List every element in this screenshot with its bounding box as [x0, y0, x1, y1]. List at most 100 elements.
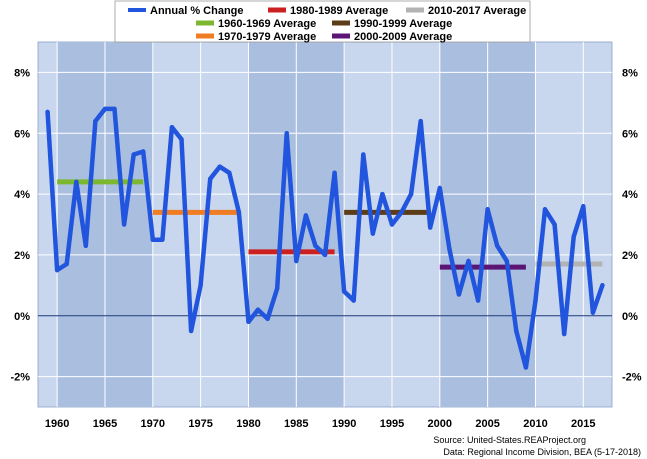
data-point-1987	[313, 243, 318, 248]
data-point-2016	[590, 310, 596, 315]
data-point-2009	[523, 365, 529, 370]
data-point-1982	[265, 316, 270, 321]
data-point-1998	[418, 118, 423, 124]
y-tick-label-right: 8%	[622, 67, 638, 79]
x-tick-label: 1990	[332, 418, 356, 430]
data-point-2005	[485, 207, 490, 212]
x-tick-label: 1995	[380, 418, 404, 430]
data-point-2015	[581, 204, 586, 209]
data-point-1965	[102, 106, 108, 112]
data-point-2010	[533, 298, 538, 303]
data-point-2008	[514, 328, 519, 334]
legend-label-1960-1969-average: 1960-1969 Average	[218, 18, 316, 30]
data-point-1973	[179, 137, 184, 142]
x-tick-label: 2000	[428, 418, 452, 430]
data-point-1989	[332, 170, 337, 175]
y-tick-label-left: 8%	[14, 67, 30, 79]
x-tick-label: 1970	[141, 418, 165, 430]
data-point-1997	[408, 191, 414, 197]
y-tick-label-right: 2%	[622, 250, 638, 262]
x-axis-labels: 1960 1965 1970 1975 1980 1985 1990 1995 2000 2005…	[45, 418, 596, 430]
y-tick-label-left: 2%	[14, 250, 30, 262]
legend-label-annual-change: Annual % Change	[150, 5, 244, 17]
data-point-2012	[552, 222, 557, 227]
y-axis-right-labels: -2% 0% 2% 4% 6% 8%	[622, 67, 642, 383]
data-point-2011	[542, 207, 548, 212]
data-point-1993	[370, 231, 376, 236]
source-line-2: Data: Regional Income Division, BEA (5-1…	[443, 447, 641, 457]
data-point-1990	[341, 289, 347, 294]
data-point-1962	[74, 179, 79, 185]
legend-label-1980-1989-average: 1980-1989 Average	[290, 5, 388, 17]
data-point-1994	[380, 191, 385, 197]
data-point-2004	[475, 298, 481, 303]
data-point-1976	[208, 176, 213, 182]
data-point-1995	[389, 222, 395, 227]
legend-label-2010-2017-average: 2010-2017 Average	[428, 5, 526, 17]
y-tick-label-left: 6%	[14, 128, 30, 140]
data-point-1974	[188, 328, 194, 334]
x-tick-label: 2015	[571, 418, 595, 430]
data-point-1996	[399, 210, 404, 215]
data-points	[45, 106, 605, 370]
data-point-1991	[351, 298, 356, 303]
y-tick-label-left: 0%	[14, 311, 30, 323]
data-point-1986	[303, 213, 309, 218]
data-point-1999	[428, 225, 433, 230]
data-point-2013	[561, 331, 567, 337]
data-point-1963	[83, 243, 89, 248]
data-point-2014	[571, 234, 576, 239]
x-tick-label: 1975	[188, 418, 212, 430]
data-point-1972	[169, 124, 175, 130]
legend-label-2000-2009-average: 2000-2009 Average	[354, 31, 452, 43]
data-point-2002	[456, 292, 462, 297]
data-point-1971	[160, 237, 165, 242]
data-point-1988	[322, 252, 328, 258]
y-tick-label-right: 4%	[622, 189, 638, 201]
data-point-1970	[150, 237, 155, 242]
data-point-1979	[236, 210, 242, 215]
x-tick-label: 1965	[93, 418, 117, 430]
data-point-2000	[437, 185, 442, 191]
data-point-1959	[45, 109, 50, 115]
data-point-1967	[121, 222, 127, 227]
legend: Annual % Change 1980-1989 Average 2010-201…	[114, 0, 531, 43]
x-tick-label: 1960	[45, 418, 69, 430]
legend-box	[114, 0, 531, 43]
data-point-1968	[131, 152, 136, 157]
x-tick-label: 2005	[475, 418, 499, 430]
data-point-1977	[217, 164, 222, 169]
data-point-1992	[361, 152, 366, 157]
y-tick-label-left: -2%	[10, 372, 30, 384]
y-tick-label-right: -2%	[622, 372, 642, 384]
y-tick-label-right: 6%	[622, 128, 638, 140]
x-tick-label: 1985	[284, 418, 308, 430]
y-tick-label-right: 0%	[622, 311, 638, 323]
data-point-1980	[246, 319, 251, 325]
data-point-2017	[600, 283, 605, 288]
data-point-1966	[112, 106, 117, 112]
data-point-1985	[294, 258, 299, 264]
y-axis-left-labels: -2% 0% 2% 4% 6% 8%	[10, 67, 30, 383]
data-point-1975	[198, 283, 203, 288]
y-tick-label-left: 4%	[14, 189, 30, 201]
data-point-1978	[227, 170, 232, 175]
data-point-1961	[64, 261, 69, 267]
data-point-2007	[504, 258, 509, 264]
data-point-1981	[255, 307, 261, 312]
data-point-1969	[141, 149, 146, 154]
x-tick-label: 1980	[236, 418, 260, 430]
legend-label-1990-1999-average: 1990-1999 Average	[354, 18, 452, 30]
data-point-2001	[447, 246, 452, 252]
data-point-1964	[93, 118, 98, 124]
source-line-1: Source: United-States.REAProject.org	[433, 435, 586, 445]
data-point-1984	[284, 131, 289, 136]
data-point-2003	[466, 258, 471, 264]
data-point-2006	[495, 243, 500, 248]
x-tick-label: 2010	[523, 418, 547, 430]
legend-label-1970-1979-average: 1970-1979 Average	[218, 31, 316, 43]
data-point-1960	[54, 267, 60, 273]
source-note: Source: United-States.REAProject.org Dat…	[433, 435, 641, 457]
data-point-1983	[274, 286, 280, 291]
